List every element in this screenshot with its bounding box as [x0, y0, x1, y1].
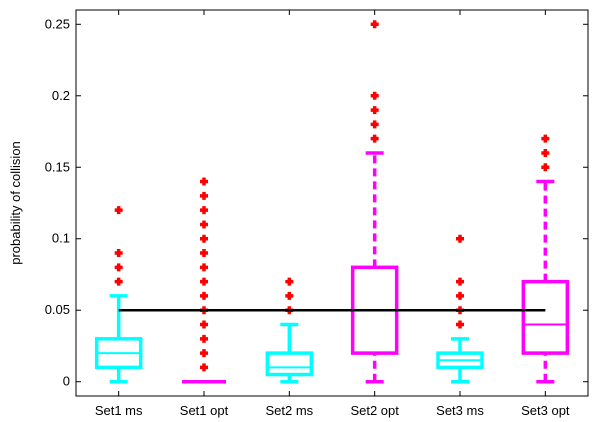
outlier-point	[200, 363, 208, 372]
outlier-point	[456, 291, 464, 300]
x-axis-ticks: Set1 ms Set1 opt Set2 ms Set2 opt Set3 ms Set…	[95, 10, 570, 418]
x-tick-label: Set3 ms	[436, 403, 484, 418]
outlier-point	[456, 320, 464, 329]
y-tick-label: 0.25	[45, 16, 70, 31]
box-set1-ms	[94, 206, 143, 384]
outlier-point	[200, 177, 208, 186]
outlier-point	[456, 277, 464, 286]
outlier-point	[370, 120, 379, 129]
x-tick-label: Set2 opt	[350, 403, 399, 418]
outlier-point	[285, 277, 294, 286]
outlier-point	[541, 163, 550, 172]
x-tick-label: Set1 opt	[180, 403, 229, 418]
box-iqr	[521, 279, 570, 355]
outlier-point	[114, 206, 123, 215]
outlier-point	[114, 277, 123, 286]
outlier-point	[541, 134, 550, 143]
outlier-point	[200, 249, 208, 258]
y-tick-label: 0.1	[52, 231, 70, 246]
outlier-point	[200, 349, 208, 358]
outlier-point	[200, 263, 208, 272]
y-tick-label: 0.05	[45, 302, 70, 317]
outlier-point	[285, 291, 294, 300]
y-tick-label: 0.15	[45, 159, 70, 174]
y-axis-label: probability of collision	[8, 141, 23, 265]
outlier-point	[200, 220, 208, 229]
outlier-point	[200, 291, 208, 300]
x-tick-label: Set2 ms	[265, 403, 313, 418]
outlier-point	[370, 20, 379, 29]
box-set2-ms	[265, 277, 314, 384]
y-tick-label: 0.2	[52, 88, 70, 103]
box-set3-opt	[521, 134, 570, 384]
outlier-point	[370, 134, 379, 143]
outlier-point	[200, 191, 208, 200]
outlier-point	[200, 206, 208, 215]
y-axis-ticks: 0 0.05 0.1 0.15 0.2 0.25	[45, 16, 588, 389]
outlier-point	[456, 234, 464, 243]
chart-marks	[94, 20, 570, 384]
y-tick-label: 0	[63, 374, 70, 389]
outlier-point	[370, 106, 379, 115]
box-iqr	[265, 351, 314, 377]
outlier-point	[114, 249, 123, 258]
box-set1-opt	[182, 177, 226, 384]
outlier-point	[200, 334, 208, 343]
outlier-point	[541, 148, 550, 157]
x-tick-label: Set1 ms	[95, 403, 143, 418]
outlier-point	[200, 320, 208, 329]
outlier-point	[200, 277, 208, 286]
x-tick-label: Set3 opt	[521, 403, 570, 418]
outlier-point	[114, 263, 123, 272]
plot-area	[75, 9, 589, 397]
outlier-point	[200, 234, 208, 243]
outlier-point	[370, 91, 379, 100]
